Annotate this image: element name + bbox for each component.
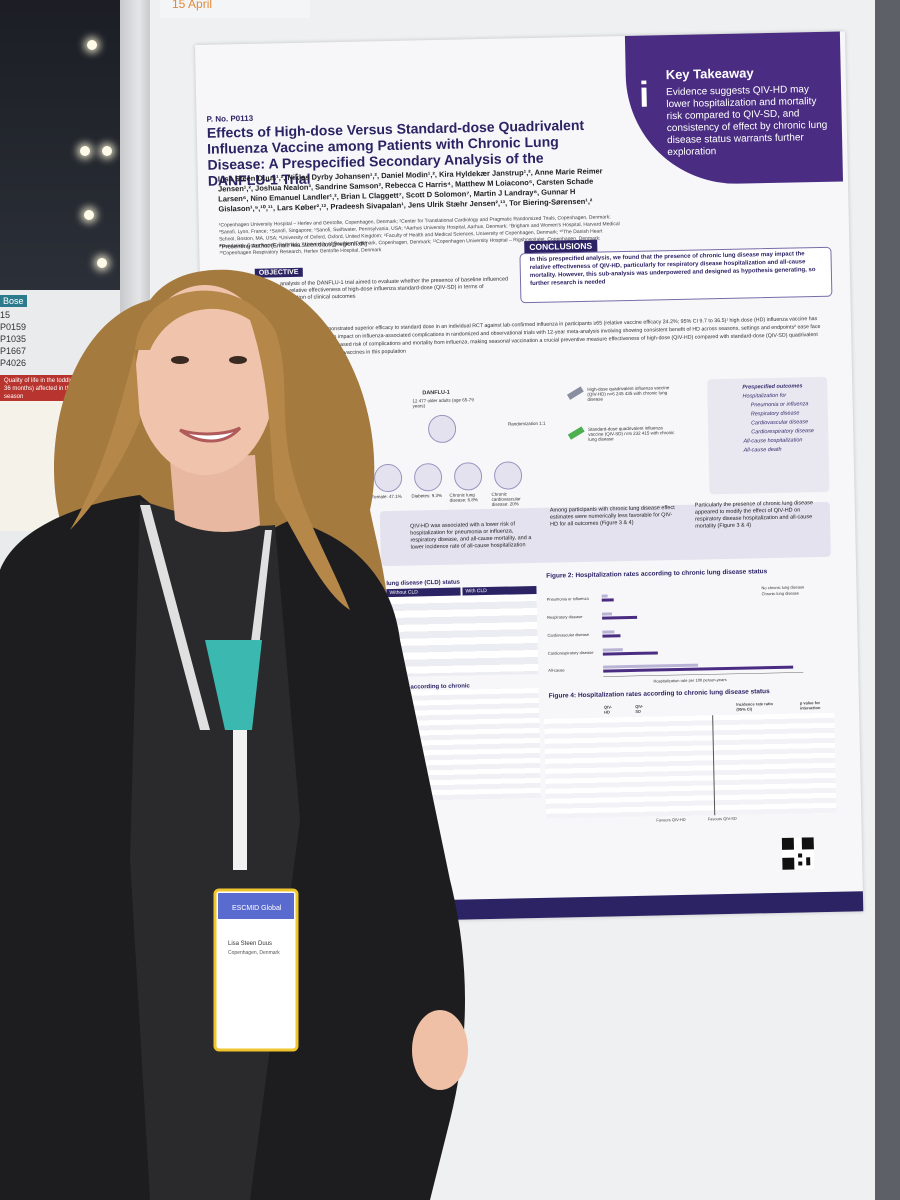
result-point: Particularly the presence of chronic lun… (694, 500, 814, 530)
neck (170, 455, 260, 532)
hair-left (70, 350, 140, 530)
poster-code: P0159 (0, 322, 27, 332)
ceiling-light (87, 40, 97, 50)
fig2-category: Respiratory disease (547, 614, 583, 620)
fig4-col: QIV-SD (635, 703, 644, 714)
fig2-legend: No chronic lung disease (761, 584, 805, 590)
fig2-bar (602, 615, 638, 620)
syringe-icon (567, 426, 585, 440)
fig2-legend: Chronic lung disease (762, 590, 800, 596)
arm-high-dose: High-dose quadrivalent influenza vaccine… (587, 385, 670, 402)
hair-front (135, 290, 350, 610)
fig2-category: Cardiovascular disease (547, 632, 589, 638)
fig2-bar (603, 665, 794, 673)
fig2-bar (601, 594, 608, 598)
fig2-bar (603, 663, 699, 669)
badge-city: Copenhagen, Denmark (228, 950, 280, 956)
lanyard-accent (205, 640, 262, 730)
result-point: Among participants with chronic lung dis… (549, 505, 675, 528)
lanyard (140, 505, 210, 730)
key-takeaway-title: Key Takeaway (665, 65, 754, 83)
scientific-poster: i Key Takeaway Evidence suggests QIV-HD … (195, 31, 864, 925)
info-icon: i (638, 73, 650, 115)
conclusions-heading: CONCLUSIONS (524, 239, 598, 254)
fig2-bar (601, 612, 613, 616)
fig4-favours: Favours QIV-SD (707, 815, 737, 822)
badge-org: ESCMID Global (232, 905, 282, 912)
neighbor-tag: Bose (0, 295, 27, 307)
poster-code: P4026 (0, 358, 27, 368)
date-label: 15 April (172, 0, 213, 11)
fig2-chart: No chronic lung disease Chronic lung dis… (547, 584, 805, 684)
neighbor-poster-codes: Bose 15 P0159 P1035 P1667 P4026 (0, 295, 60, 369)
fig4-reference-line (712, 715, 716, 816)
fig2-axis (603, 672, 804, 677)
syringe-icon (566, 386, 584, 400)
poster-authors: Lisa Steen Duus¹,², Niklas Dyrby Johanse… (217, 166, 603, 214)
baseline-cvd: Chronic cardiovascular disease: 20% (491, 491, 521, 507)
name-badge (213, 888, 299, 1052)
ceiling-light (84, 210, 94, 220)
heart-icon (493, 461, 523, 490)
randomization-label: Randomization 1:1 (507, 420, 546, 427)
board-label-tab (160, 0, 310, 18)
ceiling-light (80, 146, 90, 156)
ceiling-light (102, 146, 112, 156)
fig2-bar (602, 634, 621, 638)
poster-code: 15 (0, 310, 11, 320)
key-takeaway-text: Evidence suggests QIV-HD may lower hospi… (665, 84, 828, 159)
fig4-title: Figure 4: Hospitalization rates accordin… (548, 688, 770, 700)
fig2-title: Figure 2: Hospitalization rates accordin… (546, 568, 768, 580)
fig2-bar (601, 598, 614, 602)
arm-standard-dose: Standard-dose quadrivalent influenza vac… (588, 425, 675, 442)
fig2-category: Pneumonia or influenza (547, 596, 590, 602)
right-eye (229, 356, 247, 364)
outcomes-list: Prespecified outcomes Hospitalization fo… (742, 382, 833, 456)
fig2-bar (602, 651, 658, 656)
left-eye (171, 356, 189, 364)
poster-number: P. No. P0113 (206, 113, 254, 124)
fig4-rows (544, 712, 837, 819)
fig4-favours: Favours QIV-HD (656, 816, 686, 823)
fig4-col: p value for interaction (799, 700, 821, 711)
poster-code: P1035 (0, 334, 27, 344)
right-hand (412, 1010, 468, 1090)
conclusions-text: In this prespecified analysis, we found … (529, 251, 816, 288)
lanyard-strap (233, 730, 247, 870)
fig4-col: Incidence rate ratio (95% CI) (736, 701, 773, 712)
fig2-category: All-cause (548, 667, 565, 672)
outcome-item: All-cause death (743, 446, 782, 454)
fig2-bar (602, 630, 615, 634)
fig2-bar (602, 648, 623, 652)
poster-code: P1667 (0, 346, 27, 356)
smile (179, 426, 242, 443)
fig2-xlabel: Hospitalization rate per 100 person-year… (653, 677, 726, 684)
qr-code (781, 837, 815, 870)
presenter-person: ESCMID Global Lisa Steen Duus Copenhagen… (0, 269, 468, 1200)
fig4-forest-plot: QIV-HD QIV-SD Incidence rate ratio (95% … (544, 700, 837, 831)
wall-edge (875, 0, 900, 1200)
badge-name: Lisa Steen Duus (228, 941, 272, 947)
ceiling-light (97, 258, 107, 268)
badge-header (218, 893, 294, 919)
fig2-category: Cardiorespiratory disease (548, 650, 594, 656)
fig4-col: QIV-HD (603, 704, 613, 715)
